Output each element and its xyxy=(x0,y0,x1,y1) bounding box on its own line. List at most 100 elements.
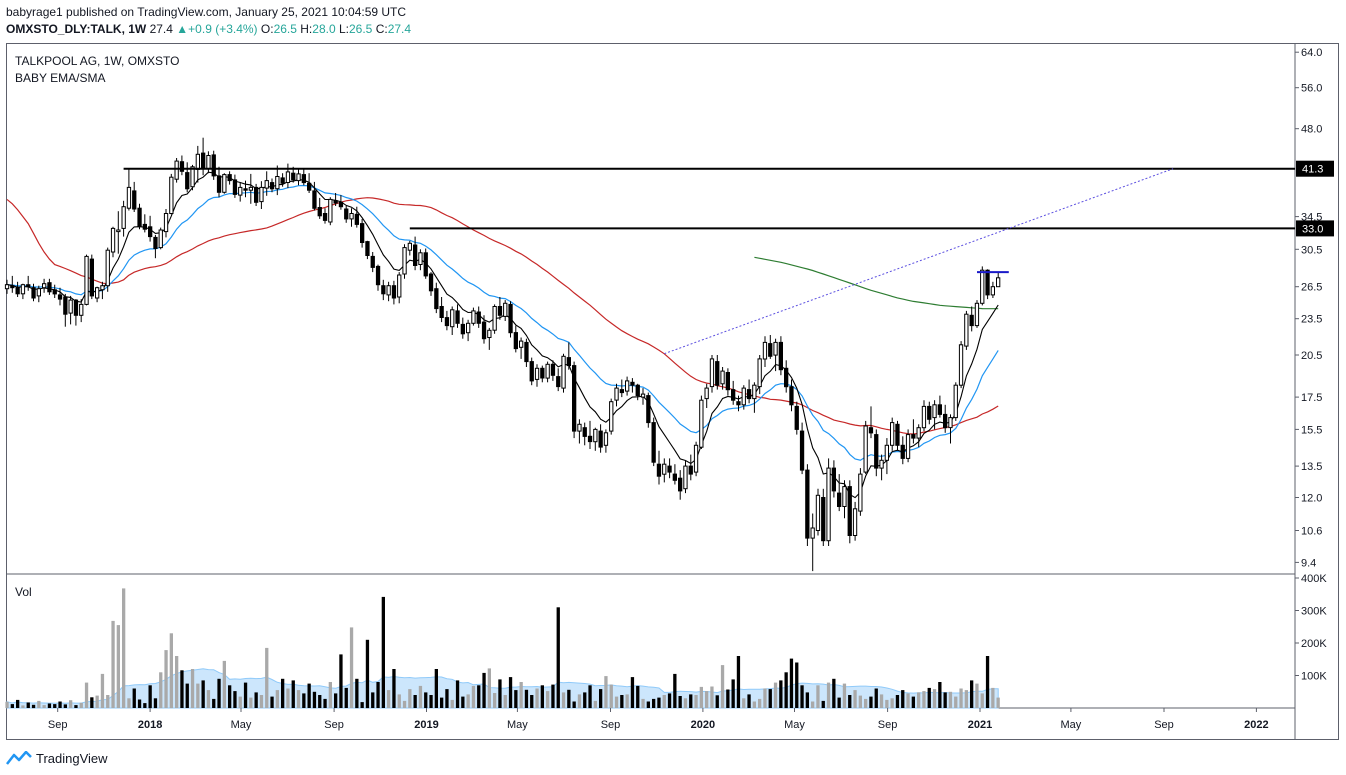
candle-body xyxy=(736,401,741,406)
candle-body xyxy=(895,423,900,446)
volume-bar xyxy=(652,698,656,708)
candle-body xyxy=(423,252,428,277)
candle-body xyxy=(10,285,15,289)
volume-bar xyxy=(53,704,57,708)
volume-bar xyxy=(556,607,560,709)
volume-bar xyxy=(418,685,423,708)
volume-bar xyxy=(826,682,831,708)
volume-bar xyxy=(164,650,168,708)
brand-name: TradingView xyxy=(36,750,108,766)
candle-body xyxy=(216,175,222,193)
candle-body xyxy=(704,387,709,400)
volume-bar xyxy=(816,685,820,709)
volume-bar xyxy=(901,690,905,708)
candle-body xyxy=(31,287,36,299)
volume-bar xyxy=(842,683,847,708)
volume-bar xyxy=(16,699,20,708)
candle-body xyxy=(89,258,94,297)
volume-bar xyxy=(143,703,147,708)
volume-bar xyxy=(736,656,741,708)
volume-bar xyxy=(773,682,778,708)
candle-body xyxy=(905,434,911,459)
volume-bar xyxy=(837,697,841,708)
time-tick-label: 2020 xyxy=(691,719,715,731)
candle-body xyxy=(52,289,57,295)
price-tick-label: 10.6 xyxy=(1301,526,1322,538)
volume-bar xyxy=(980,693,984,708)
time-tick-label: 2022 xyxy=(1244,719,1268,731)
volume-bar xyxy=(535,688,539,708)
candle-body xyxy=(985,269,990,296)
tradingview-brand[interactable]: TradingView xyxy=(6,748,108,768)
candle-body xyxy=(609,401,614,432)
volume-bar xyxy=(758,698,762,708)
volume-bar xyxy=(58,701,62,708)
candle-body xyxy=(370,255,375,268)
candle-body xyxy=(492,306,497,331)
volume-bar xyxy=(530,695,534,708)
volume-bar xyxy=(429,695,433,708)
candle-body xyxy=(264,180,269,189)
volume-bar xyxy=(869,696,873,708)
candle-body xyxy=(598,430,603,448)
level-marker xyxy=(1296,160,1334,177)
candle-body xyxy=(884,444,890,461)
candle-body xyxy=(572,365,577,432)
candle-body xyxy=(476,311,481,324)
drawing-layer xyxy=(123,167,1295,355)
candle-body xyxy=(269,182,275,190)
volume-bar xyxy=(514,690,518,708)
candle-body xyxy=(630,381,635,386)
volume-bar xyxy=(848,695,852,708)
volume-bar xyxy=(31,704,36,709)
candle-body xyxy=(826,467,831,542)
candle-body xyxy=(349,213,354,220)
symbol[interactable]: OMXSTO_DLY:TALK, 1W xyxy=(6,22,147,36)
volume-bar xyxy=(344,687,348,708)
candle-body xyxy=(821,497,826,542)
volume-bar xyxy=(795,662,799,708)
high-value: 28.0 xyxy=(312,22,336,36)
candle-body xyxy=(471,310,476,324)
candle-body xyxy=(805,469,810,539)
volume-bar xyxy=(567,689,571,708)
volume-bar xyxy=(106,695,110,708)
candle-body xyxy=(291,172,296,181)
volume-bar xyxy=(477,685,481,709)
volume-bar xyxy=(281,678,285,709)
candle-body xyxy=(752,384,757,400)
candle-body xyxy=(63,296,68,315)
volume-bar xyxy=(927,687,931,708)
volume-bar xyxy=(249,697,253,708)
volume-bar xyxy=(524,689,529,708)
candle-body xyxy=(36,288,42,297)
volume-bar xyxy=(662,695,666,708)
volume-bar xyxy=(212,698,216,708)
price-tick-label: 64.0 xyxy=(1301,47,1322,59)
volume-bar xyxy=(599,689,603,708)
candle-body xyxy=(529,361,534,382)
volume-bar xyxy=(694,695,698,708)
candle-body xyxy=(312,190,317,209)
volume-bar xyxy=(864,698,868,708)
volume-tick-label: 200K xyxy=(1301,638,1327,650)
candle-body xyxy=(413,244,418,266)
price-tick-label: 13.5 xyxy=(1301,461,1322,473)
volume-bar xyxy=(47,703,52,708)
open-value: 26.5 xyxy=(273,22,297,36)
volume-bar xyxy=(270,696,274,708)
time-tick-label: 2021 xyxy=(968,719,992,731)
candle-body xyxy=(444,317,450,327)
volume-bar xyxy=(381,596,385,708)
volume-bar xyxy=(132,688,136,708)
candle-body xyxy=(73,299,79,316)
volume-bar xyxy=(938,682,942,708)
price-tick-label: 26.5 xyxy=(1301,282,1322,294)
volume-bar xyxy=(561,692,566,708)
volume-bar xyxy=(959,688,963,708)
candle-body xyxy=(434,288,439,310)
time-tick-label: May xyxy=(784,719,805,731)
volume-bar xyxy=(604,676,608,708)
candle-body xyxy=(142,223,147,230)
